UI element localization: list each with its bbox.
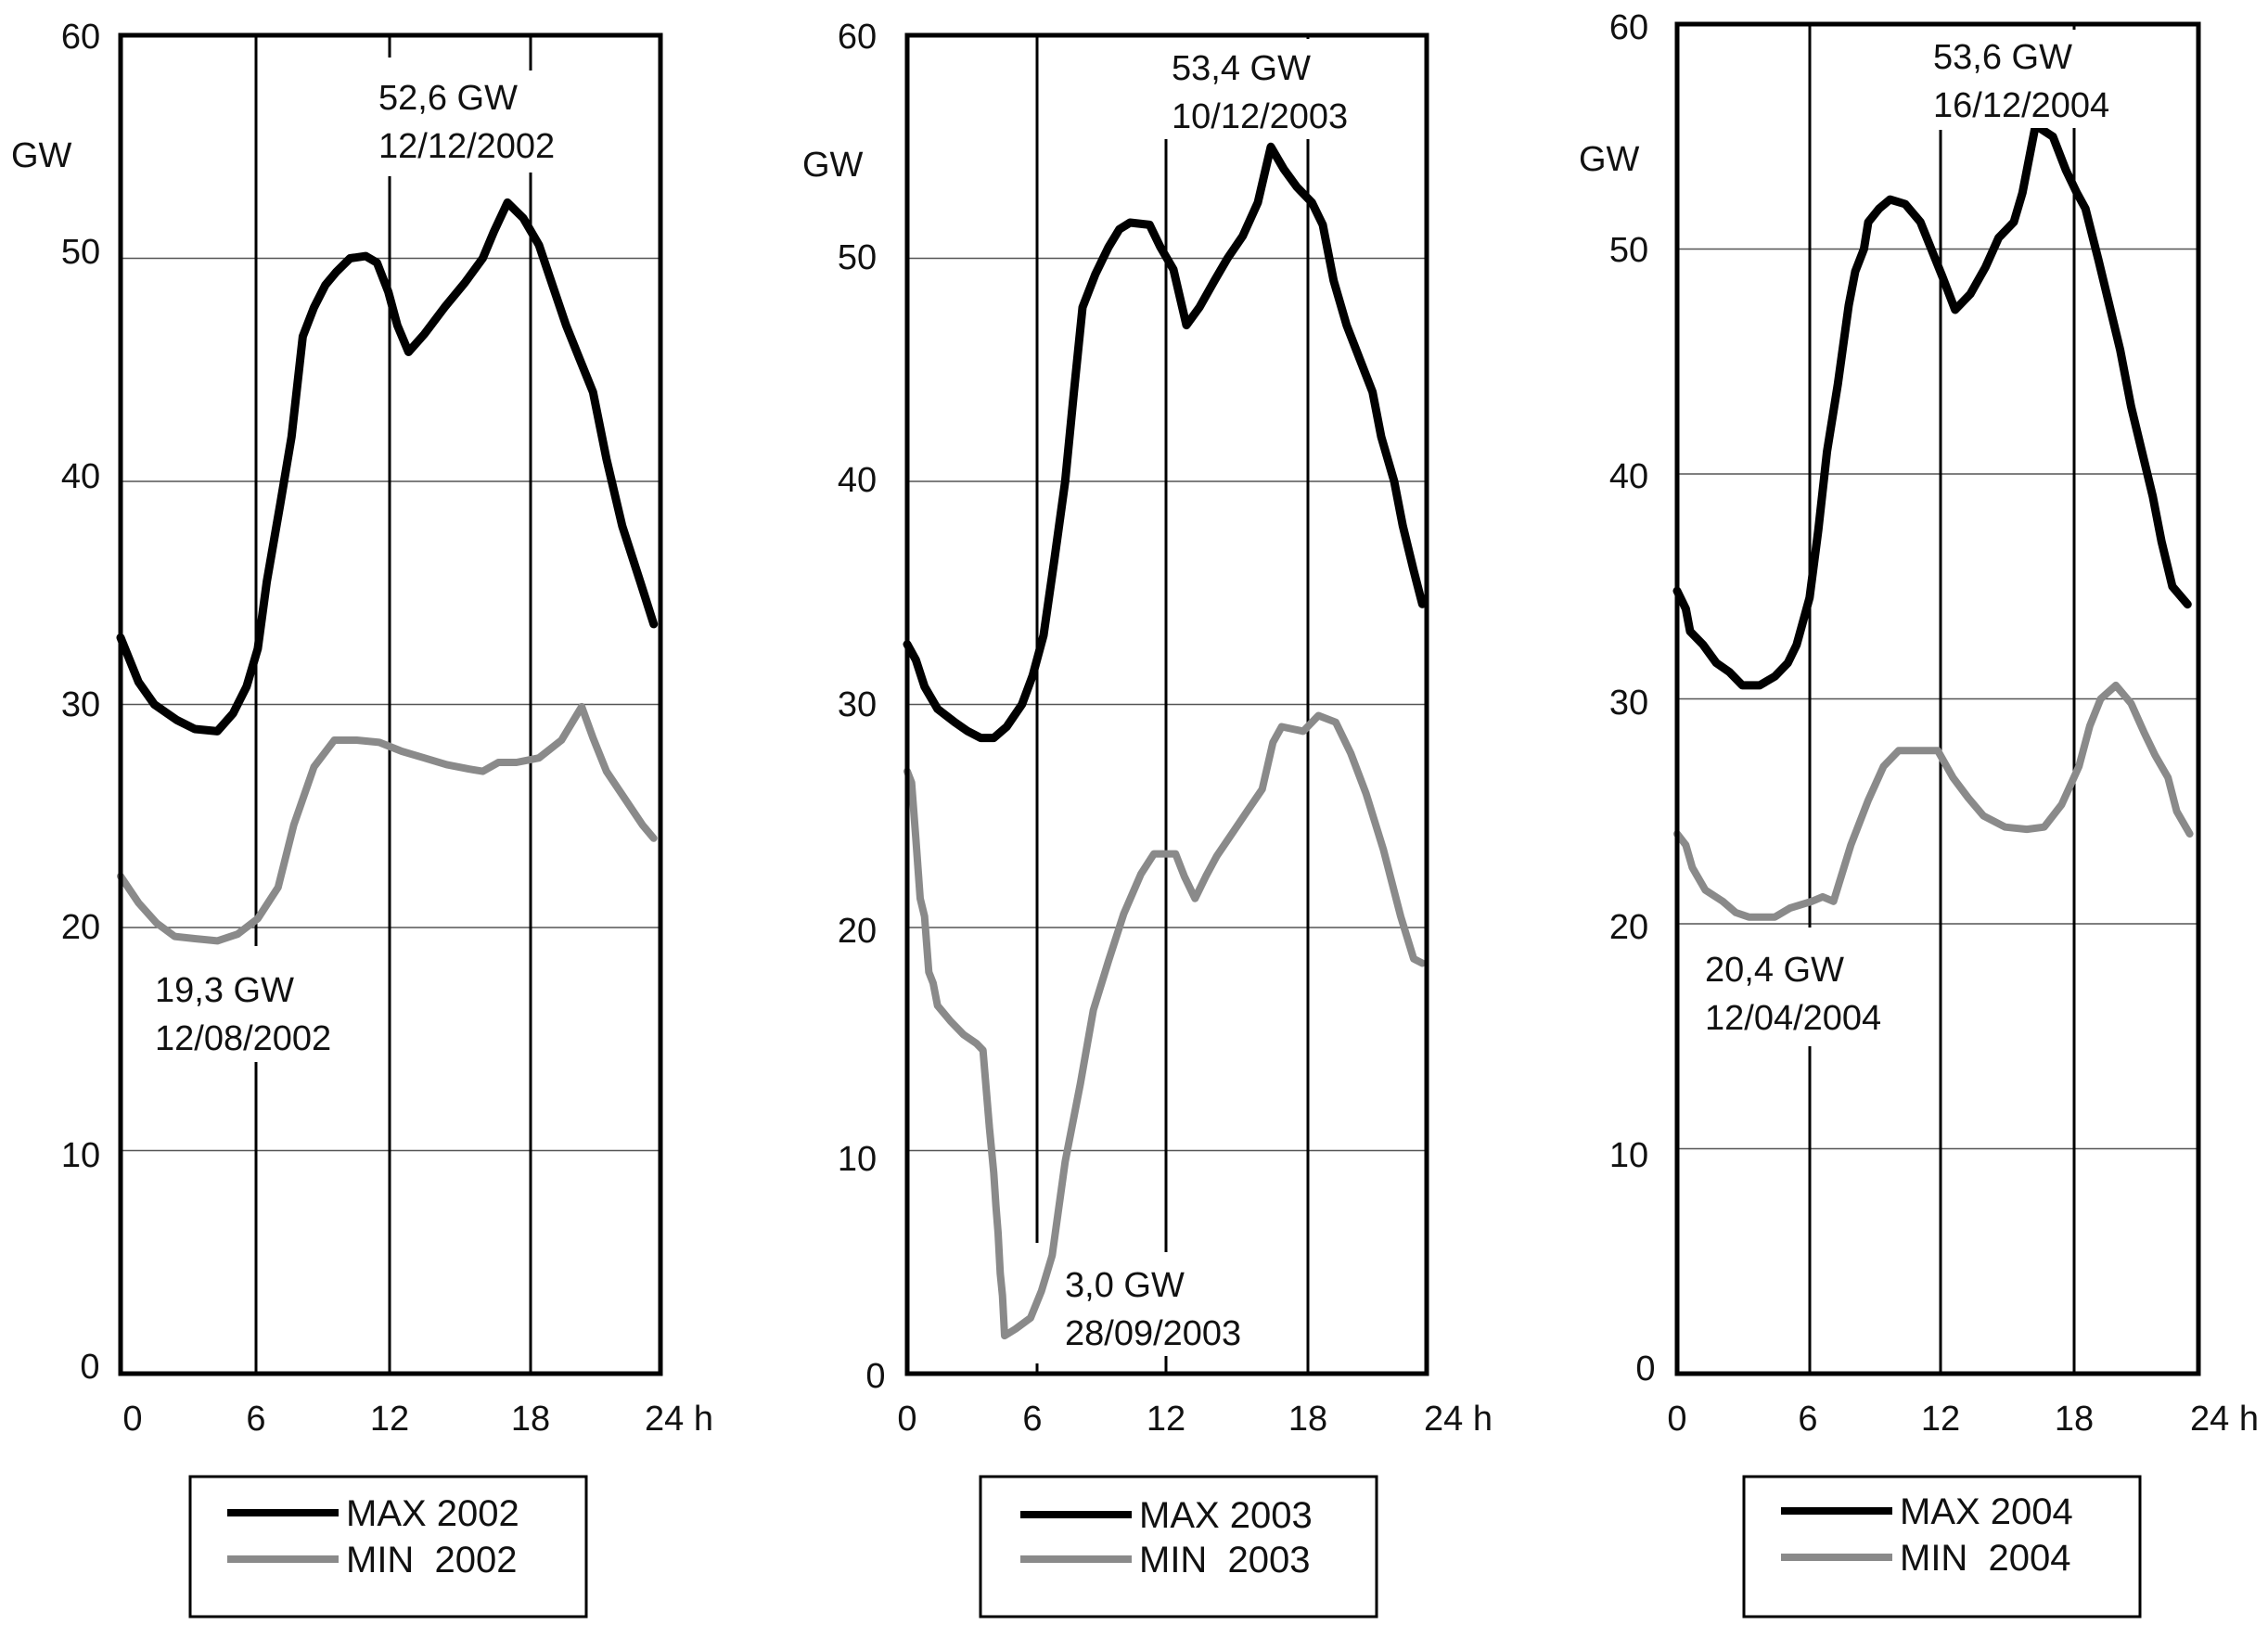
x-tick-0: 0 xyxy=(1667,1400,1686,1439)
legend-max-label: MAX 2003 xyxy=(1139,1495,1313,1536)
series-lines xyxy=(116,198,659,945)
annotation-max-bg xyxy=(1167,39,1390,139)
y-tick-0: 0 xyxy=(865,1357,885,1396)
y-tick-40: 40 xyxy=(61,457,100,496)
annotation-min-bg xyxy=(1698,939,1925,1043)
x-tick-18: 18 xyxy=(2055,1400,2094,1439)
x-tick-24: 24 h xyxy=(1424,1400,1493,1439)
annotation-max-date: 16/12/2004 xyxy=(1933,86,2109,125)
x-tick-6: 6 xyxy=(1798,1400,1817,1439)
y-tick-60: 60 xyxy=(838,18,877,57)
y-tick-20: 20 xyxy=(61,908,100,947)
annotation-max-value: 53,4 GW xyxy=(1172,49,1311,88)
legend-min-label: MIN 2003 xyxy=(1139,1540,1311,1580)
plot-frame xyxy=(118,32,663,1376)
x-tick-18: 18 xyxy=(511,1400,550,1439)
annotation-min-value: 20,4 GW xyxy=(1705,951,1844,990)
legend-max-label: MAX 2004 xyxy=(1900,1491,2073,1532)
y-tick-30: 30 xyxy=(838,685,877,724)
legend-min-label: MIN 2002 xyxy=(346,1540,518,1580)
min-series-line xyxy=(903,711,1427,1340)
grid-lines xyxy=(1677,248,2198,1150)
y-tick-10: 10 xyxy=(838,1140,877,1179)
y-tick-40: 40 xyxy=(838,461,877,500)
max-series-line xyxy=(1672,121,2192,690)
panel-2003: 60 50 40 30 20 10 0 GW 0 6 12 18 24 h 53… xyxy=(802,18,1493,1619)
x-tick-24: 24 h xyxy=(645,1400,713,1439)
annotation-max-bg xyxy=(369,70,594,173)
max-series-line xyxy=(903,142,1427,743)
min-series-line xyxy=(117,702,658,945)
y-axis-unit: GW xyxy=(11,136,72,175)
y-tick-50: 50 xyxy=(1609,231,1648,270)
y-tick-10: 10 xyxy=(61,1136,100,1175)
y-tick-30: 30 xyxy=(61,685,100,724)
hour-lines xyxy=(1035,35,1310,1374)
x-tick-12: 12 xyxy=(1921,1400,1960,1439)
annotation-max-date: 10/12/2003 xyxy=(1172,97,1348,136)
x-tick-6: 6 xyxy=(1022,1400,1042,1439)
y-axis-unit: GW xyxy=(1579,140,1640,179)
legend: MAX 2004 MIN 2004 xyxy=(1742,1475,2142,1619)
y-tick-10: 10 xyxy=(1609,1136,1648,1175)
y-tick-20: 20 xyxy=(838,912,877,951)
x-tick-6: 6 xyxy=(246,1400,265,1439)
y-tick-50: 50 xyxy=(838,238,877,277)
y-tick-60: 60 xyxy=(61,18,100,57)
y-tick-30: 30 xyxy=(1609,684,1648,723)
x-tick-0: 0 xyxy=(897,1400,916,1439)
x-tick-24: 24 h xyxy=(2190,1400,2259,1439)
annotation-min-value: 19,3 GW xyxy=(155,971,294,1010)
plot-frame xyxy=(1674,21,2201,1376)
annotation-min-date: 28/09/2003 xyxy=(1065,1314,1241,1353)
x-tick-12: 12 xyxy=(370,1400,409,1439)
x-tick-0: 0 xyxy=(122,1400,142,1439)
panel-2002: 60 50 40 30 20 10 0 GW 0 6 12 18 24 h 52… xyxy=(11,18,713,1619)
y-tick-0: 0 xyxy=(80,1348,99,1387)
annotation-max-bg xyxy=(1929,30,2152,128)
x-tick-18: 18 xyxy=(1288,1400,1327,1439)
annotation-min-bg xyxy=(148,960,371,1062)
y-tick-0: 0 xyxy=(1635,1350,1655,1388)
legend-max-label: MAX 2002 xyxy=(346,1493,519,1534)
y-tick-40: 40 xyxy=(1609,457,1648,496)
hour-lines xyxy=(254,35,532,1374)
min-series-line xyxy=(1673,681,2194,921)
annotation-max-value: 52,6 GW xyxy=(378,79,518,118)
legend-min-label: MIN 2004 xyxy=(1900,1538,2071,1579)
panel-2004: 60 50 40 30 20 10 0 GW 0 6 12 18 24 h 53… xyxy=(1579,8,2259,1619)
annotation-min-date: 12/08/2002 xyxy=(155,1019,331,1058)
annotation-max-date: 12/12/2002 xyxy=(378,127,555,166)
annotation-min-date: 12/04/2004 xyxy=(1705,999,1881,1038)
y-tick-50: 50 xyxy=(61,233,100,272)
legend: MAX 2002 MIN 2002 xyxy=(188,1475,588,1619)
y-axis-unit: GW xyxy=(802,146,864,185)
y-tick-60: 60 xyxy=(1609,8,1648,47)
legend: MAX 2003 MIN 2003 xyxy=(979,1475,1378,1619)
y-tick-20: 20 xyxy=(1609,908,1648,947)
plot-frame xyxy=(904,32,1429,1376)
annotation-max-value: 53,6 GW xyxy=(1933,38,2072,77)
series-lines xyxy=(1672,121,2194,921)
x-tick-12: 12 xyxy=(1147,1400,1185,1439)
annotation-min-bg xyxy=(1057,1252,1280,1356)
series-lines xyxy=(903,142,1427,1340)
max-series-line xyxy=(116,198,659,736)
annotation-min-value: 3,0 GW xyxy=(1065,1266,1185,1305)
